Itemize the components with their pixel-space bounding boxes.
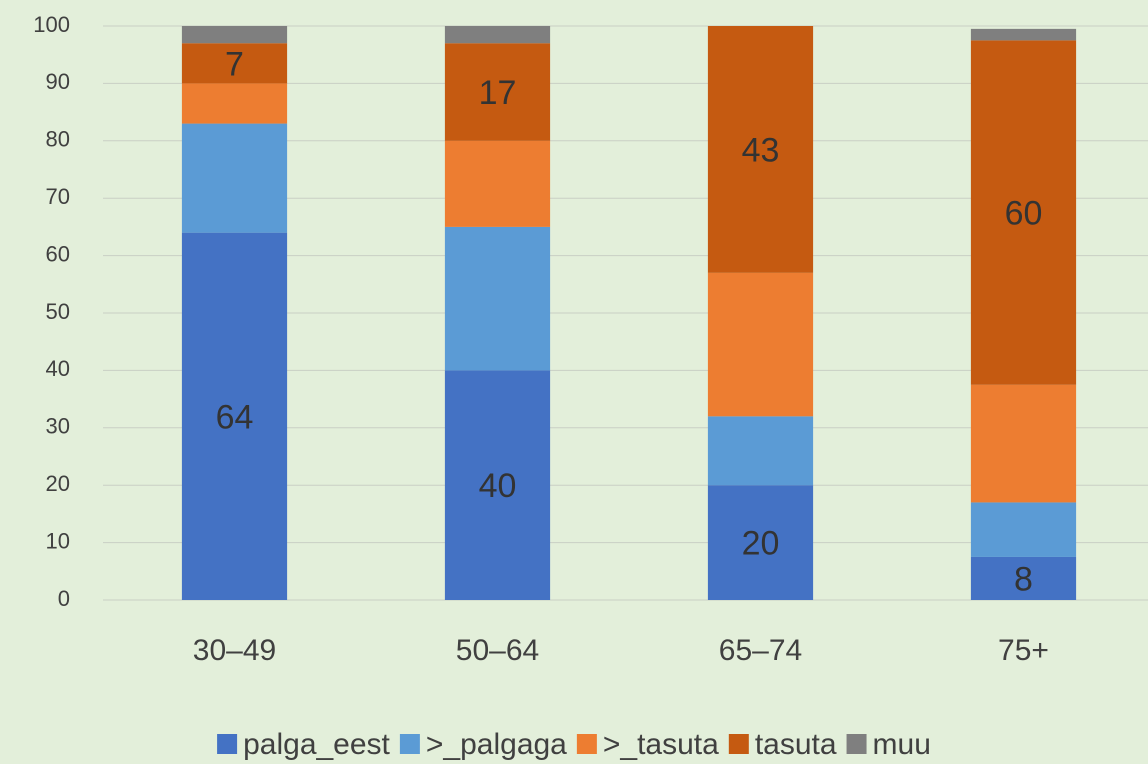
- bar-segment: [970, 28, 1077, 41]
- bar-segment: [444, 26, 551, 44]
- bar-segment: [181, 83, 288, 124]
- y-tick-label: 70: [46, 184, 70, 209]
- data-label: 60: [1005, 195, 1043, 233]
- x-tick-label: 65–74: [719, 634, 802, 667]
- bar-segment: [970, 556, 1077, 600]
- legend-swatch: [846, 734, 867, 754]
- y-tick-label: 100: [33, 12, 70, 37]
- bar-segment: [707, 272, 814, 417]
- bar-segment: [181, 123, 288, 233]
- y-tick-label: 80: [46, 127, 70, 152]
- x-tick-label: 30–49: [193, 634, 276, 667]
- legend-label: >_palgaga: [426, 728, 567, 761]
- y-tick-label: 90: [46, 69, 70, 94]
- y-tick-label: 0: [58, 586, 70, 611]
- x-tick-label: 50–64: [456, 634, 539, 667]
- legend-swatch: [217, 734, 238, 754]
- bar-segment: [181, 232, 288, 600]
- bar-segment: [444, 370, 551, 600]
- legend-label: >_tasuta: [603, 728, 719, 761]
- data-label: 43: [742, 131, 780, 169]
- bar-segment: [970, 502, 1077, 557]
- bar-segment: [970, 384, 1077, 503]
- bar-segment: [444, 226, 551, 371]
- legend-label: palga_eest: [243, 728, 390, 761]
- y-tick-label: 40: [46, 356, 70, 381]
- bar-segment: [707, 416, 814, 486]
- bar-segment: [444, 43, 551, 141]
- legend-label: muu: [873, 728, 931, 761]
- data-label: 8: [1014, 560, 1033, 598]
- legend-swatch: [728, 734, 749, 754]
- data-label: 64: [216, 398, 254, 436]
- data-label: 40: [479, 467, 517, 505]
- y-tick-label: 10: [46, 528, 70, 553]
- bar-segment: [181, 43, 288, 84]
- y-tick-label: 30: [46, 414, 70, 439]
- bar-segment: [181, 26, 288, 44]
- legend-swatch: [576, 734, 597, 754]
- y-tick-label: 60: [46, 241, 70, 266]
- y-tick-label: 50: [46, 299, 70, 324]
- bar-segment: [707, 26, 814, 273]
- y-tick-label: 20: [46, 471, 70, 496]
- bar-segment: [970, 40, 1077, 385]
- data-label: 17: [479, 74, 517, 112]
- bar-segment: [707, 485, 814, 600]
- x-tick-label: 75+: [998, 634, 1049, 667]
- data-label: 20: [742, 525, 780, 563]
- legend-label: tasuta: [755, 728, 837, 761]
- bar-segment: [444, 140, 551, 227]
- data-label: 7: [225, 45, 244, 83]
- legend-swatch: [399, 734, 420, 754]
